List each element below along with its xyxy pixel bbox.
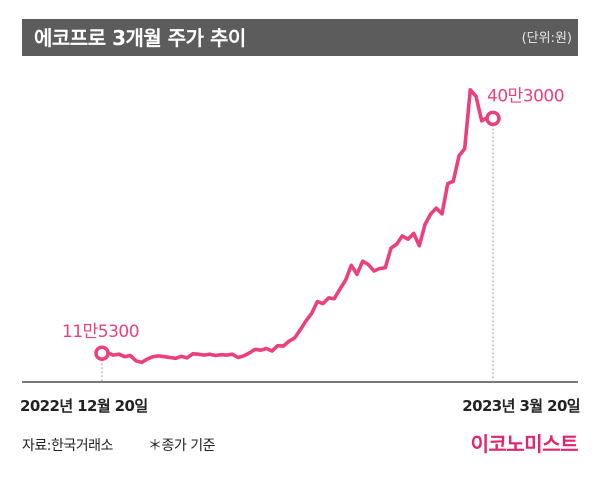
title-bar: [22, 19, 578, 56]
brand-logo-text: 이코노미스트: [470, 432, 579, 456]
source-note: 자료:한국거래소: [22, 438, 113, 454]
start-value-label: 11만5300: [62, 322, 139, 342]
price-series-line: [100, 88, 495, 365]
chart-title: 에코프로 3개월 주가 추이: [34, 26, 246, 50]
unit-label: (단위:원): [521, 31, 572, 46]
x-tick-label-start: 2022년 12월 20일: [20, 397, 148, 415]
start-point-marker: [94, 345, 110, 361]
x-tick-label-end: 2023년 3월 20일: [462, 397, 580, 415]
end-value-label: 40만3000: [487, 86, 564, 106]
basis-note: ＊종가 기준: [148, 438, 215, 454]
end-point-marker: [485, 110, 501, 127]
